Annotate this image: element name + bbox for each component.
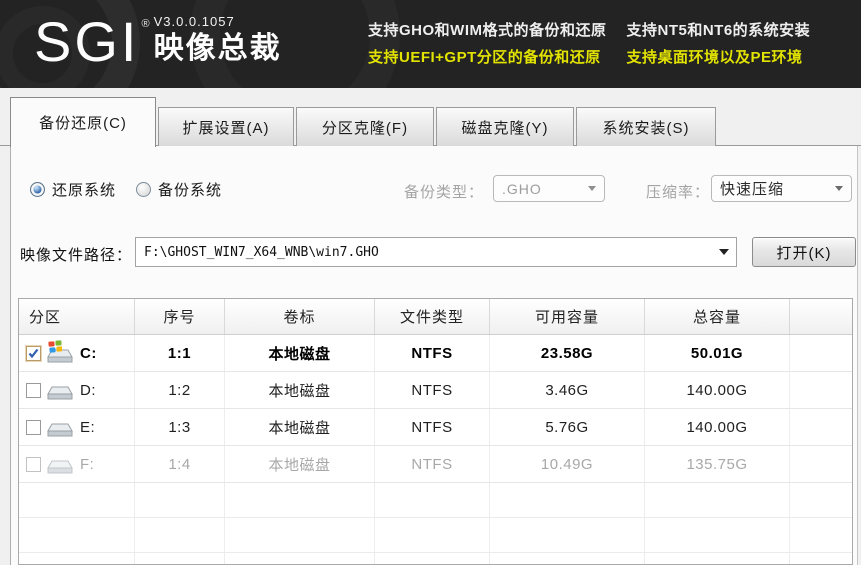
row-spacer xyxy=(790,446,852,482)
column-header-total-space[interactable]: 总容量 xyxy=(645,299,790,334)
partition-list-header: 分区 序号 卷标 文件类型 可用容量 总容量 xyxy=(19,299,852,335)
free-space: 5.76G xyxy=(490,409,645,445)
backup-system-radio[interactable]: 备份系统 xyxy=(136,178,222,200)
radio-unselected-icon[interactable] xyxy=(136,181,151,197)
column-header-index[interactable]: 序号 xyxy=(135,299,225,334)
filesystem: NTFS xyxy=(375,446,490,482)
column-header-partition[interactable]: 分区 xyxy=(19,299,135,334)
drive-letter: C: xyxy=(80,344,97,362)
total-space: 135.75G xyxy=(645,446,790,482)
app-header-banner: SGI ® V3.0.0.1057 映像总裁 支持GHO和WIM格式的备份和还原… xyxy=(0,0,861,88)
partition-index: 1:4 xyxy=(135,446,225,482)
compression-label: 压缩率： xyxy=(646,184,711,201)
logo-text: SGI xyxy=(34,10,140,73)
table-row-drive-e[interactable]: E: 1:3 本地磁盘 NTFS 5.76G 140.00G xyxy=(19,409,852,446)
radio-selected-icon[interactable] xyxy=(30,181,45,197)
volume-label: 本地磁盘 xyxy=(225,409,375,445)
chevron-down-icon xyxy=(835,186,843,191)
chevron-down-icon xyxy=(588,186,596,191)
total-space: 50.01G xyxy=(645,335,790,371)
restore-system-label: 还原系统 xyxy=(52,181,117,199)
table-row-drive-d[interactable]: D: 1:2 本地磁盘 NTFS 3.46G 140.00G xyxy=(19,372,852,409)
free-space: 10.49G xyxy=(490,446,645,482)
drive-letter: E: xyxy=(80,418,96,436)
image-path-combobox[interactable]: F:\GHOST_WIN7_X64_WNB\win7.GHO xyxy=(135,237,737,267)
table-row-drive-c[interactable]: C: 1:1 本地磁盘 NTFS 23.58G 50.01G xyxy=(19,335,852,372)
total-space: 140.00G xyxy=(645,409,790,445)
chevron-down-icon xyxy=(719,249,729,255)
table-row-drive-f[interactable]: F: 1:4 本地磁盘 NTFS 10.49G 135.75G xyxy=(19,446,852,483)
version-label: V3.0.0.1057 xyxy=(153,14,235,29)
feature-line: 支持UEFI+GPT分区的备份和还原 xyxy=(368,49,601,66)
open-button[interactable]: 打开(K) xyxy=(752,237,856,267)
compression-value: 快速压缩 xyxy=(720,181,785,198)
partition-index: 1:1 xyxy=(135,335,225,371)
backup-type-value: .GHO xyxy=(502,180,542,197)
column-header-filesystem[interactable]: 文件类型 xyxy=(375,299,490,334)
total-space: 140.00G xyxy=(645,372,790,408)
feature-slogans: 支持GHO和WIM格式的备份和还原 支持UEFI+GPT分区的备份和还原 支持N… xyxy=(368,17,810,71)
hard-drive-icon xyxy=(46,454,73,474)
volume-label: 本地磁盘 xyxy=(225,372,375,408)
feature-line: 支持GHO和WIM格式的备份和还原 xyxy=(368,22,607,39)
windows-flag-icon xyxy=(48,340,62,353)
registered-trademark-icon: ® xyxy=(141,18,150,30)
app-logo: SGI ® V3.0.0.1057 映像总裁 xyxy=(34,10,282,74)
tab-extended-settings[interactable]: 扩展设置(A) xyxy=(158,107,294,146)
row-spacer xyxy=(790,335,852,371)
image-path-label: 映像文件路径： xyxy=(20,247,133,264)
volume-label: 本地磁盘 xyxy=(225,446,375,482)
column-header-volume-label[interactable]: 卷标 xyxy=(225,299,375,334)
row-spacer xyxy=(790,372,852,408)
feature-line: 支持NT5和NT6的系统安装 xyxy=(626,22,811,39)
feature-line: 支持桌面环境以及PE环境 xyxy=(626,49,803,66)
filesystem: NTFS xyxy=(375,372,490,408)
backup-type-label: 备份类型： xyxy=(404,184,485,201)
empty-table-row xyxy=(19,518,852,553)
image-path-dropdown-button[interactable] xyxy=(712,238,736,266)
tab-disk-clone[interactable]: 磁盘克隆(Y) xyxy=(436,107,574,146)
tab-backup-restore[interactable]: 备份还原(C) xyxy=(10,97,156,147)
tab-partition-clone[interactable]: 分区克隆(F) xyxy=(296,107,434,146)
backup-type-select[interactable]: .GHO xyxy=(493,175,605,202)
free-space: 3.46G xyxy=(490,372,645,408)
drive-d-checkbox[interactable] xyxy=(26,382,41,398)
partition-list: 分区 序号 卷标 文件类型 可用容量 总容量 xyxy=(18,298,853,565)
drive-f-checkbox[interactable] xyxy=(26,456,41,472)
volume-label: 本地磁盘 xyxy=(225,335,375,371)
checkmark-icon xyxy=(28,348,39,358)
system-drive-icon xyxy=(46,340,73,363)
product-name: 映像总裁 xyxy=(153,32,282,65)
empty-table-row xyxy=(19,553,852,564)
drive-c-checkbox[interactable] xyxy=(26,345,41,361)
compression-select[interactable]: 快速压缩 xyxy=(711,175,852,202)
hard-drive-icon xyxy=(46,417,73,437)
restore-system-radio[interactable]: 还原系统 xyxy=(30,178,116,200)
drive-e-checkbox[interactable] xyxy=(26,419,41,435)
drive-letter: F: xyxy=(80,455,95,473)
drive-letter: D: xyxy=(80,381,96,399)
partition-index: 1:2 xyxy=(135,372,225,408)
backup-system-label: 备份系统 xyxy=(158,181,223,199)
row-spacer xyxy=(790,409,852,445)
filesystem: NTFS xyxy=(375,409,490,445)
column-header-spacer xyxy=(790,299,852,334)
partition-index: 1:3 xyxy=(135,409,225,445)
free-space: 23.58G xyxy=(490,335,645,371)
column-header-free-space[interactable]: 可用容量 xyxy=(490,299,645,334)
image-path-value[interactable]: F:\GHOST_WIN7_X64_WNB\win7.GHO xyxy=(144,244,379,260)
empty-table-row xyxy=(19,483,852,518)
filesystem: NTFS xyxy=(375,335,490,371)
tab-system-install[interactable]: 系统安装(S) xyxy=(576,107,716,146)
hard-drive-icon xyxy=(46,380,73,400)
